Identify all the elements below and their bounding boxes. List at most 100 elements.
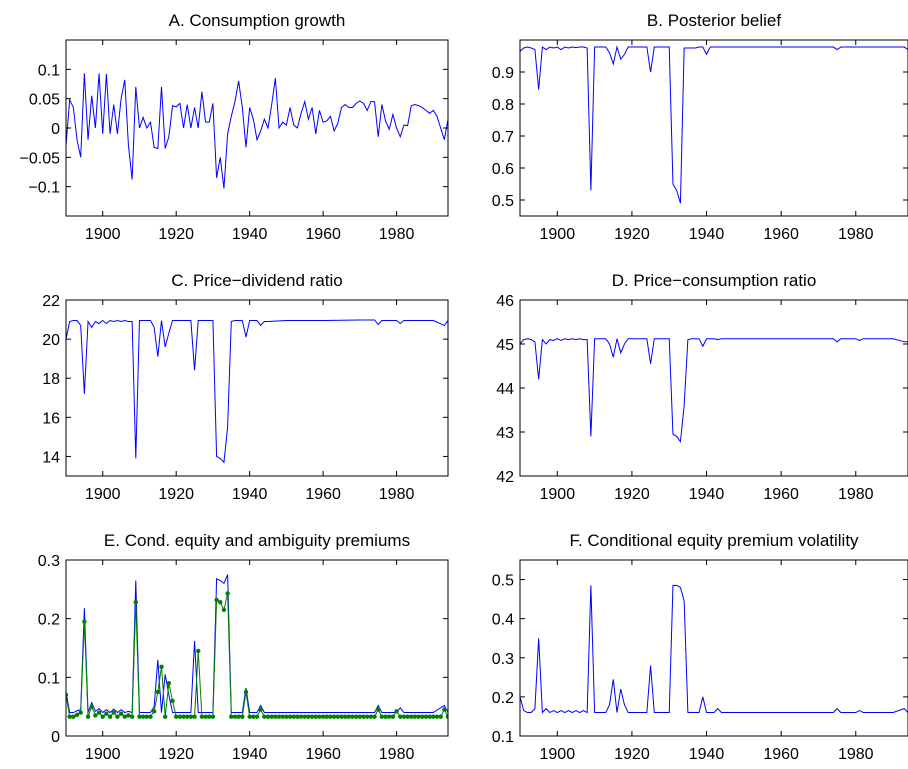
data-point [203,714,208,719]
panel-title: F. Conditional equity premium volatility [569,531,859,550]
y-tick-label: 18 [42,371,60,388]
y-tick-label: 20 [42,332,60,349]
data-point [390,714,396,719]
data-point [434,714,440,719]
data-point [74,712,80,718]
data-point [155,689,161,695]
data-point [66,692,69,698]
data-point [210,714,216,719]
data-point [309,714,315,719]
y-tick-label: 0.6 [492,161,514,178]
data-point [328,714,333,719]
series-line-1 [66,574,448,714]
data-point [129,714,135,719]
y-tick-label: 22 [42,293,60,310]
x-tick-label: 1920 [614,486,650,503]
data-point [376,707,381,712]
data-point [181,714,186,719]
data-point [387,714,392,719]
data-point [214,597,219,603]
panel-a: A. Consumption growth 1900 1920 1940 1960 198… [20,11,449,243]
data-point [137,714,142,719]
y-tick-label: 43 [496,425,514,442]
data-point [298,714,304,719]
data-point [115,714,120,719]
axes-frame [65,559,449,737]
y-tick-label: 44 [496,381,514,398]
data-point [284,714,289,719]
y-tick-label: 0.3 [38,553,60,570]
data-point [122,714,127,719]
y-tick-label: 0 [51,121,60,138]
y-tick-label: 42 [496,469,514,486]
y-tick-label: 0.8 [492,97,514,114]
data-point [265,714,271,719]
x-tick-label: 1900 [85,226,121,243]
x-tick-label: 1980 [838,746,874,763]
data-point [412,714,418,719]
data-point [431,714,436,719]
x-tick-label: 1900 [85,486,121,503]
data-point [427,714,432,719]
data-point [196,648,201,654]
y-tick-label: −0.05 [20,150,61,167]
x-tick-label: 1980 [379,746,415,763]
x-tick-label: 1960 [305,486,341,503]
x-tick-label: 1940 [689,746,725,763]
y-tick-label: 0.2 [492,690,514,707]
data-point [221,607,227,613]
data-point [100,714,105,719]
panel-title: D. Price−consumption ratio [612,271,817,290]
data-point [104,711,109,716]
data-point [276,714,282,719]
data-point [188,714,194,719]
data-point [251,714,256,719]
x-tick-label: 1900 [540,226,576,243]
y-tick-label: 0.1 [38,62,60,79]
data-point [258,707,263,712]
x-tick-label: 1900 [85,746,121,763]
x-tick-label: 1980 [379,486,415,503]
data-point [243,689,249,695]
data-point [320,714,326,719]
x-tick-label: 1900 [540,486,576,503]
y-tick-label: 0.5 [492,193,514,210]
data-point [295,714,300,719]
data-point [313,714,318,719]
data-point [368,714,374,719]
data-point [118,711,124,716]
data-point [85,714,91,719]
data-point [291,714,296,719]
x-tick-label: 1960 [763,486,799,503]
data-point [361,714,366,719]
data-point [324,714,329,719]
axes-frame [65,299,449,477]
y-tick-label: 0.3 [492,651,514,668]
data-point [82,619,87,624]
data-point [273,714,278,719]
axes-frame [519,299,908,477]
data-point [162,714,168,719]
y-tick-label: 0.9 [492,65,514,82]
data-point [269,714,274,719]
data-point [302,714,307,719]
data-point [280,714,285,719]
panel-title: A. Consumption growth [169,11,346,30]
data-point [339,714,344,719]
data-point [442,707,447,712]
data-point [207,714,212,719]
data-point [240,714,245,719]
data-point [218,600,223,605]
y-tick-label: 0.2 [38,612,60,629]
data-point [111,710,116,715]
x-tick-label: 1920 [158,226,194,243]
data-point [409,714,414,719]
data-point [133,600,138,605]
axes-frame [519,39,908,217]
data-point [306,714,311,719]
y-tick-label: 16 [42,410,60,427]
data-point [342,714,348,719]
series-line-1 [520,45,908,204]
data-point [78,710,83,715]
